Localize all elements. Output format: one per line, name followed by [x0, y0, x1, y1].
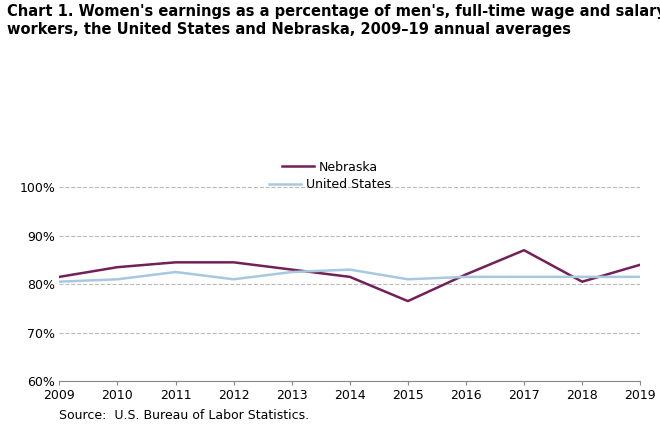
Text: Source:  U.S. Bureau of Labor Statistics.: Source: U.S. Bureau of Labor Statistics. — [59, 409, 310, 422]
Text: Chart 1. Women's earnings as a percentage of men's, full-time wage and salary
wo: Chart 1. Women's earnings as a percentag… — [7, 4, 660, 37]
Legend: United States: United States — [265, 173, 395, 196]
Legend: Nebraska: Nebraska — [277, 155, 383, 179]
